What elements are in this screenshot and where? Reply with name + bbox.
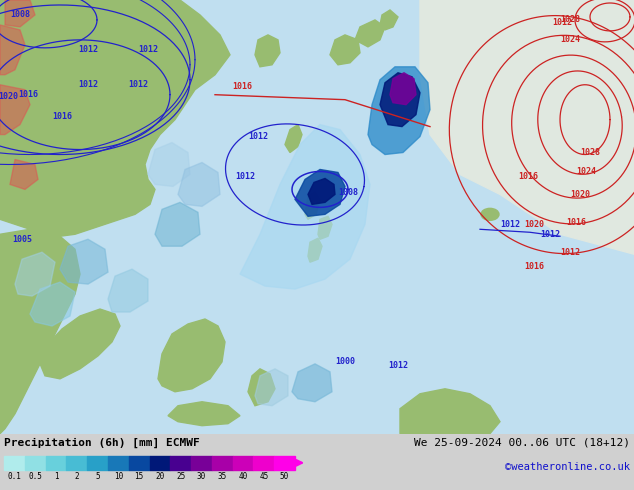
Text: 1028: 1028: [560, 16, 580, 24]
Text: 1012: 1012: [560, 248, 580, 257]
Text: 30: 30: [197, 472, 206, 481]
Text: 1012: 1012: [552, 19, 572, 27]
Polygon shape: [380, 10, 398, 30]
Text: 1012: 1012: [540, 230, 560, 239]
Text: 1005: 1005: [12, 235, 32, 244]
Text: 2: 2: [74, 472, 79, 481]
Bar: [254, 456, 275, 470]
Text: 1016: 1016: [18, 90, 38, 99]
Text: 1016: 1016: [566, 218, 586, 227]
Text: 1000: 1000: [335, 357, 355, 367]
Polygon shape: [0, 0, 230, 236]
Polygon shape: [38, 309, 120, 379]
Text: 1020: 1020: [0, 92, 18, 101]
Text: We 25-09-2024 00..06 UTC (18+12): We 25-09-2024 00..06 UTC (18+12): [414, 438, 630, 448]
Text: 45: 45: [259, 472, 268, 481]
Text: 1012: 1012: [500, 220, 520, 229]
Ellipse shape: [481, 208, 499, 220]
Polygon shape: [400, 389, 500, 434]
Polygon shape: [240, 124, 370, 289]
Text: 1020: 1020: [524, 220, 544, 229]
Bar: [25, 456, 46, 470]
Text: 1024: 1024: [576, 167, 596, 176]
Polygon shape: [285, 124, 302, 152]
Bar: [67, 456, 87, 470]
Text: 1012: 1012: [78, 46, 98, 54]
Text: 50: 50: [280, 472, 289, 481]
Text: 1008: 1008: [10, 10, 30, 20]
Text: 1016: 1016: [232, 82, 252, 91]
Bar: [87, 456, 108, 470]
Text: 1012: 1012: [78, 80, 98, 89]
Polygon shape: [305, 193, 320, 220]
Polygon shape: [368, 67, 430, 154]
Text: 5: 5: [95, 472, 100, 481]
Bar: [191, 456, 212, 470]
Polygon shape: [15, 252, 55, 296]
Text: 1: 1: [54, 472, 58, 481]
Text: 1028: 1028: [580, 148, 600, 157]
Polygon shape: [155, 202, 200, 246]
Text: 1008: 1008: [338, 188, 358, 197]
Text: 1016: 1016: [524, 262, 544, 270]
Polygon shape: [60, 239, 108, 284]
Text: 10: 10: [113, 472, 123, 481]
Polygon shape: [380, 73, 420, 126]
Bar: [129, 456, 150, 470]
Polygon shape: [308, 238, 322, 262]
Polygon shape: [248, 369, 275, 406]
Text: 40: 40: [238, 472, 248, 481]
Polygon shape: [5, 0, 35, 27]
Polygon shape: [158, 319, 225, 392]
Bar: [4, 456, 25, 470]
Polygon shape: [0, 25, 25, 75]
Polygon shape: [10, 160, 38, 190]
Text: 0.5: 0.5: [29, 472, 42, 481]
Polygon shape: [330, 35, 360, 65]
Polygon shape: [255, 369, 288, 406]
Text: 1012: 1012: [248, 132, 268, 141]
Text: 1016: 1016: [518, 172, 538, 181]
Polygon shape: [255, 35, 280, 67]
Bar: [275, 456, 295, 470]
Polygon shape: [0, 85, 30, 135]
Bar: [171, 456, 191, 470]
Text: Precipitation (6h) [mm] ECMWF: Precipitation (6h) [mm] ECMWF: [4, 438, 200, 448]
Text: 1012: 1012: [128, 80, 148, 89]
Bar: [233, 456, 254, 470]
Text: 1012: 1012: [138, 46, 158, 54]
Polygon shape: [148, 143, 190, 186]
Text: ©weatheronline.co.uk: ©weatheronline.co.uk: [505, 462, 630, 472]
Text: 15: 15: [134, 472, 144, 481]
Polygon shape: [108, 269, 148, 312]
Text: 1024: 1024: [560, 35, 580, 45]
Bar: [46, 456, 67, 470]
Text: 35: 35: [217, 472, 227, 481]
Polygon shape: [292, 364, 332, 402]
Text: 20: 20: [155, 472, 164, 481]
Polygon shape: [295, 170, 345, 216]
Text: 0.1: 0.1: [8, 472, 22, 481]
Text: 1012: 1012: [388, 361, 408, 370]
Polygon shape: [420, 0, 634, 254]
Bar: [108, 456, 129, 470]
Polygon shape: [355, 20, 385, 47]
Text: 1012: 1012: [235, 172, 255, 181]
Polygon shape: [168, 402, 240, 426]
Polygon shape: [318, 216, 332, 239]
Text: 1020: 1020: [570, 190, 590, 199]
Bar: [212, 456, 233, 470]
Text: 25: 25: [176, 472, 185, 481]
Polygon shape: [178, 163, 220, 206]
Text: 1016: 1016: [52, 112, 72, 121]
Polygon shape: [308, 178, 335, 204]
Polygon shape: [30, 282, 75, 326]
Polygon shape: [0, 229, 80, 434]
Polygon shape: [390, 73, 416, 105]
Bar: [150, 456, 171, 470]
